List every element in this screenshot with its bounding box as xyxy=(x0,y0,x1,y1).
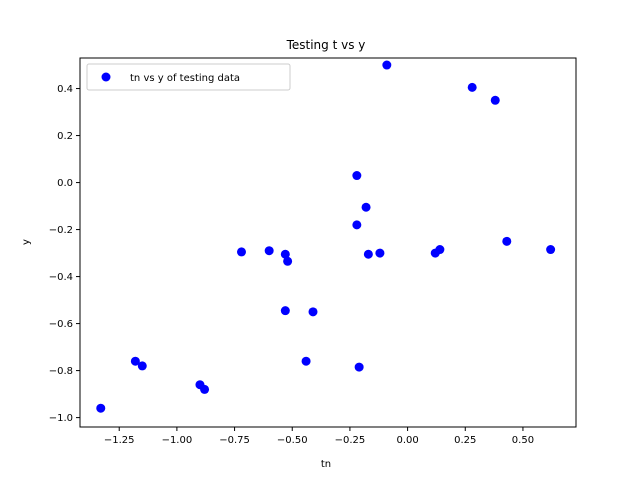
legend-marker xyxy=(101,72,111,82)
data-point xyxy=(352,171,362,181)
data-point xyxy=(137,361,147,371)
x-tick-label: −1.25 xyxy=(104,435,135,446)
x-tick-label: −0.75 xyxy=(219,435,250,446)
data-point xyxy=(283,256,293,266)
x-tick-label: 0.00 xyxy=(396,435,418,446)
x-axis-ticks: −1.25 −1.00 −0.75 −0.50 −0.25 0.00 0.25 0.50 xyxy=(104,427,534,446)
y-tick-label: −0.2 xyxy=(49,225,73,236)
data-point xyxy=(200,384,210,394)
legend: tn vs y of testing data xyxy=(86,63,291,91)
y-tick-label: 0.2 xyxy=(57,131,73,142)
data-point xyxy=(280,306,290,316)
x-axis-label: tn xyxy=(321,459,331,470)
data-point xyxy=(96,403,106,413)
y-tick-label: −0.4 xyxy=(49,272,73,283)
data-point xyxy=(375,248,385,258)
legend-box xyxy=(86,63,291,91)
x-tick-label: −1.00 xyxy=(162,435,193,446)
y-axis-label: y xyxy=(21,239,32,245)
y-tick-label: −0.6 xyxy=(49,319,73,330)
x-tick-label: −0.25 xyxy=(335,435,366,446)
axes-frame xyxy=(79,57,577,428)
data-point xyxy=(130,356,140,366)
data-point xyxy=(308,307,318,317)
data-point xyxy=(352,220,362,230)
y-tick-label: −0.8 xyxy=(49,366,73,377)
data-point xyxy=(502,236,512,246)
legend-label: tn vs y of testing data xyxy=(130,73,240,84)
y-tick-label: 0.4 xyxy=(57,84,73,95)
data-point xyxy=(435,245,445,255)
chart-title: Testing t vs y xyxy=(286,38,366,52)
data-point xyxy=(236,247,246,257)
data-point xyxy=(361,202,371,212)
data-point xyxy=(490,95,500,105)
x-tick-label: 0.25 xyxy=(454,435,476,446)
data-point xyxy=(301,356,311,366)
data-point xyxy=(264,246,274,256)
data-point xyxy=(363,249,373,259)
data-points xyxy=(96,60,556,413)
data-point xyxy=(546,245,556,255)
x-tick-label: −0.50 xyxy=(277,435,308,446)
y-tick-label: −1.0 xyxy=(49,413,73,424)
y-axis-ticks: −1.0 −0.8 −0.6 −0.4 −0.2 0.0 0.2 0.4 xyxy=(49,84,80,424)
data-point xyxy=(280,249,290,259)
y-tick-label: 0.0 xyxy=(57,178,73,189)
data-point xyxy=(467,82,477,92)
data-point xyxy=(382,60,392,70)
data-point xyxy=(354,362,364,372)
plot-area xyxy=(79,57,577,428)
x-tick-label: 0.50 xyxy=(512,435,534,446)
